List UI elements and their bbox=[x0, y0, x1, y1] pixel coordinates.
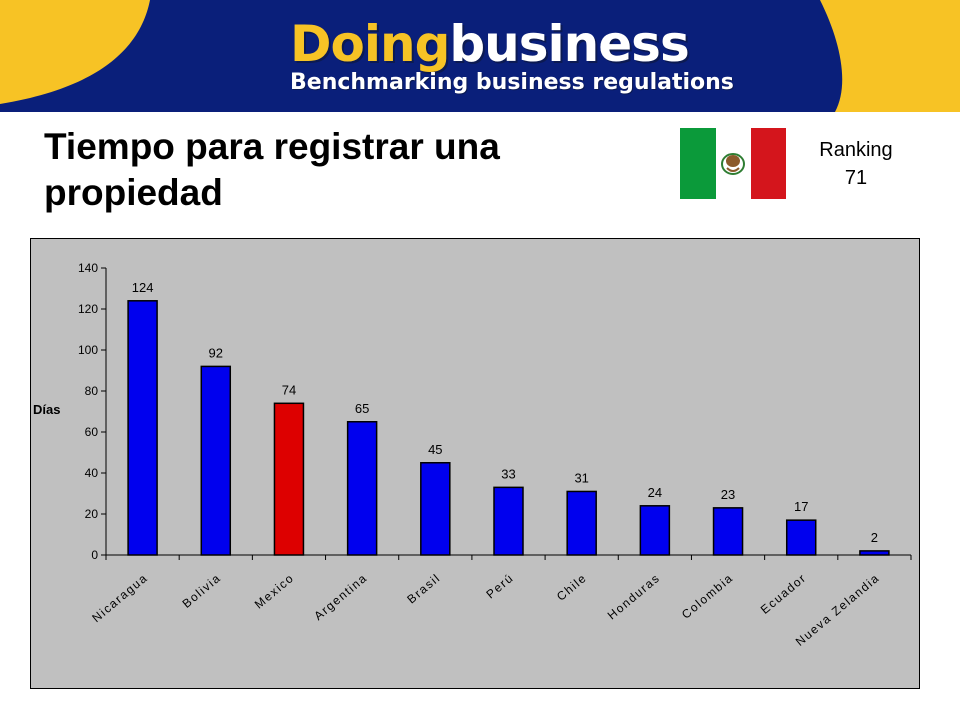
bar bbox=[346, 421, 378, 556]
bar bbox=[420, 462, 451, 556]
bar bbox=[859, 550, 890, 556]
eagle-emblem-icon bbox=[721, 153, 745, 175]
x-category-label: Argentina bbox=[311, 571, 370, 623]
bar-chart: 0 20 40 60 80 100 120 140 124 Nicaragua 92 Bolivia… bbox=[33, 261, 912, 649]
x-category-label: Honduras bbox=[605, 571, 663, 623]
banner-left-swoosh bbox=[0, 0, 150, 104]
flag-red-stripe bbox=[751, 128, 786, 199]
y-tick-label: 20 bbox=[85, 507, 99, 521]
bar bbox=[273, 402, 305, 556]
x-category-label: Nicaragua bbox=[89, 571, 150, 626]
slide-title: Tiempo para registrar una propiedad bbox=[44, 126, 500, 213]
x-category-label: Bolivia bbox=[180, 571, 224, 611]
bar-data-label: 24 bbox=[648, 485, 662, 500]
bar bbox=[200, 365, 232, 556]
y-tick-label: 0 bbox=[91, 548, 98, 562]
bar bbox=[493, 486, 524, 556]
bar-data-label: 65 bbox=[355, 401, 369, 416]
bar-data-label: 92 bbox=[209, 345, 223, 360]
bar-data-label: 2 bbox=[871, 530, 878, 545]
bar bbox=[127, 300, 158, 556]
bar bbox=[712, 507, 744, 556]
y-tick-label: 80 bbox=[85, 384, 99, 398]
x-category-label: Mexico bbox=[252, 571, 297, 612]
x-category-label: Perú bbox=[483, 571, 516, 602]
bar-data-label: 74 bbox=[282, 382, 296, 397]
y-axis-label: Días bbox=[33, 402, 60, 417]
ranking-label: Ranking bbox=[819, 139, 893, 161]
y-tick-label: 120 bbox=[78, 302, 98, 316]
bar bbox=[566, 490, 597, 556]
chart-axes: 0 20 40 60 80 100 120 140 bbox=[78, 261, 912, 562]
y-tick-label: 60 bbox=[85, 425, 99, 439]
x-category-label: Ecuador bbox=[758, 571, 809, 617]
x-category-label: Colombia bbox=[679, 571, 736, 622]
ranking-value: 71 bbox=[844, 167, 868, 189]
chart-bars bbox=[127, 300, 890, 556]
brand-logo: Doingbusiness bbox=[290, 14, 690, 74]
y-tick-label: 100 bbox=[78, 343, 98, 357]
bar-data-label: 45 bbox=[428, 442, 442, 457]
flag-green-stripe bbox=[680, 128, 716, 199]
bar bbox=[639, 505, 671, 556]
bar-data-label: 23 bbox=[721, 487, 735, 502]
bar bbox=[785, 519, 817, 556]
header-banner: Doingbusiness Benchmarking business regu… bbox=[0, 0, 960, 112]
bar-data-label: 17 bbox=[794, 499, 808, 514]
x-category-label: Brasil bbox=[404, 571, 443, 607]
brand-part-business: business bbox=[449, 15, 689, 73]
ranking-box: Ranking 71 bbox=[806, 136, 906, 192]
banner-background bbox=[0, 0, 960, 112]
y-tick-label: 40 bbox=[85, 466, 99, 480]
brand-tagline: Benchmarking business regulations bbox=[290, 70, 734, 95]
bar-data-label: 124 bbox=[132, 280, 154, 295]
bar-data-label: 31 bbox=[574, 470, 588, 485]
banner-right-swoosh bbox=[820, 0, 960, 112]
mexico-flag-icon bbox=[680, 128, 786, 199]
chart-frame: 0 20 40 60 80 100 120 140 124 Nicaragua 92 Bolivia… bbox=[30, 238, 920, 689]
brand-part-doing: Doing bbox=[290, 15, 450, 73]
y-tick-label: 140 bbox=[78, 261, 98, 275]
x-category-label: Chile bbox=[554, 571, 590, 604]
banner-blue-band bbox=[0, 0, 960, 112]
bar-data-label: 33 bbox=[501, 466, 515, 481]
